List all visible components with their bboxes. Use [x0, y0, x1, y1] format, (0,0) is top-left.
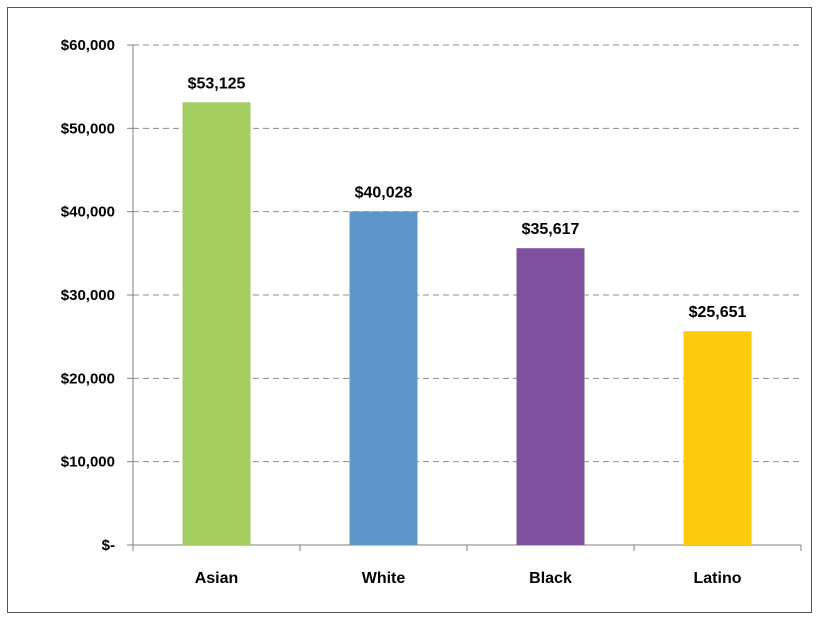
y-tick-label: $50,000	[61, 120, 115, 137]
y-tick-label: $-	[102, 537, 115, 554]
data-label: $40,028	[355, 184, 413, 201]
data-label: $35,617	[522, 221, 580, 238]
data-label: $53,125	[188, 75, 246, 92]
x-category-label: White	[362, 570, 406, 587]
bars	[182, 102, 752, 546]
x-category-label: Latino	[694, 570, 742, 587]
y-tick-label: $10,000	[61, 454, 115, 471]
bar-black	[516, 248, 585, 546]
x-category-label: Black	[529, 570, 572, 587]
bar-latino	[683, 331, 752, 545]
y-tick-label: $30,000	[61, 287, 115, 304]
y-tick-label: $20,000	[61, 370, 115, 387]
x-category-label: Asian	[195, 570, 239, 587]
bar-asian	[182, 102, 251, 546]
bar-white	[349, 211, 418, 545]
y-tick-label: $60,000	[61, 37, 115, 54]
data-label: $25,651	[689, 304, 747, 321]
labels: $- $10,000 $20,000 $30,000 $40,000 $50,000 $60…	[61, 37, 747, 587]
y-tick-label: $40,000	[61, 204, 115, 221]
